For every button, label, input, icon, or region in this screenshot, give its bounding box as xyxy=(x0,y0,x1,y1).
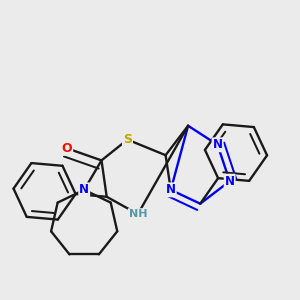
Text: N: N xyxy=(225,175,235,188)
Text: O: O xyxy=(61,142,72,155)
Text: S: S xyxy=(123,133,132,146)
Text: N: N xyxy=(166,183,176,196)
Text: NH: NH xyxy=(129,209,147,219)
Text: N: N xyxy=(212,138,223,151)
Text: N: N xyxy=(79,183,89,196)
